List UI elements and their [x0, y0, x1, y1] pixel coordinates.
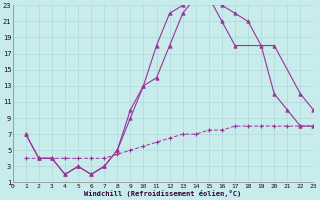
X-axis label: Windchill (Refroidissement éolien,°C): Windchill (Refroidissement éolien,°C): [84, 190, 242, 197]
